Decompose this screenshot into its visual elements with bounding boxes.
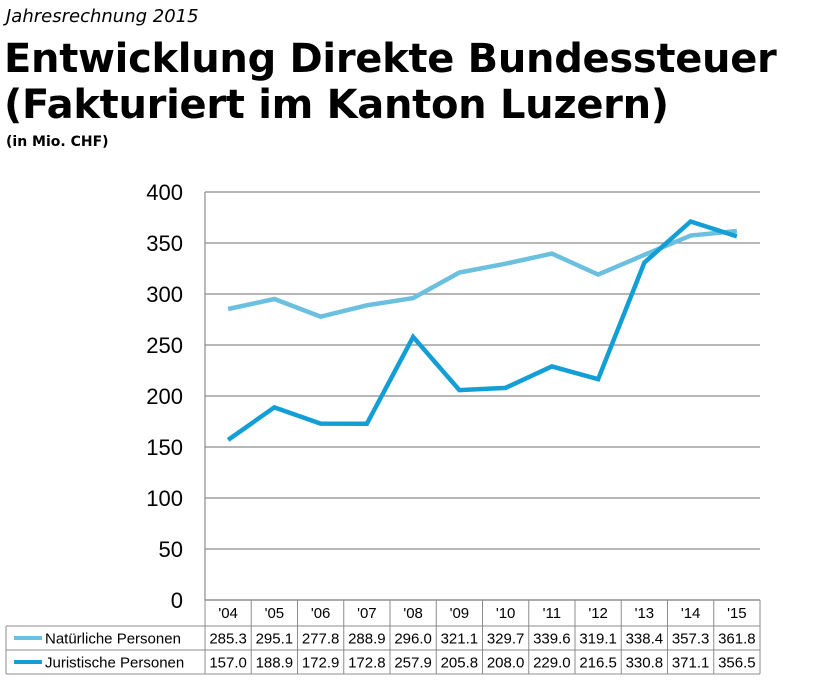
x-category-label: '12	[588, 605, 608, 622]
y-tick-label: 350	[146, 231, 183, 256]
data-label: 277.8	[302, 631, 340, 648]
unit-label: (in Mio. CHF)	[6, 134, 109, 150]
data-label: 329.7	[487, 631, 525, 648]
x-category-label: '09	[450, 605, 470, 622]
x-category-label: '11	[543, 605, 561, 622]
y-tick-label: 300	[146, 282, 183, 307]
x-category-label: '07	[357, 605, 377, 622]
data-label: 295.1	[256, 631, 294, 648]
data-label: 285.3	[209, 631, 247, 648]
data-label: 208.0	[487, 655, 525, 672]
data-label: 157.0	[209, 655, 247, 672]
data-label: 371.1	[672, 655, 710, 672]
data-label: 339.6	[533, 631, 571, 648]
data-label: 205.8	[441, 655, 479, 672]
y-tick-label: 50	[159, 537, 183, 562]
legend-label: Natürliche Personen	[45, 631, 181, 648]
report-kicker: Jahresrechnung 2015	[6, 6, 199, 27]
data-label: 357.3	[672, 631, 710, 648]
data-label: 257.9	[394, 655, 432, 672]
y-tick-label: 200	[146, 384, 183, 409]
data-label: 296.0	[394, 631, 432, 648]
x-category-label: '15	[727, 605, 747, 622]
y-tick-label: 150	[146, 435, 183, 460]
x-category-label: '06	[311, 605, 331, 622]
legend-label: Juristische Personen	[45, 655, 184, 672]
data-label: 321.1	[441, 631, 479, 648]
data-label: 216.5	[579, 655, 617, 672]
x-category-label: '04	[218, 605, 238, 622]
x-category-label: '13	[635, 605, 655, 622]
data-label: 172.8	[348, 655, 386, 672]
data-label: 330.8	[626, 655, 664, 672]
x-category-label: '14	[681, 605, 701, 622]
y-tick-label: 250	[146, 333, 183, 358]
data-label: 319.1	[579, 631, 617, 648]
y-tick-label: 100	[146, 486, 183, 511]
data-label: 288.9	[348, 631, 386, 648]
series-line	[226, 218, 738, 442]
chart-title: Entwicklung Direkte Bundessteuer (Faktur…	[4, 36, 777, 128]
data-label: 356.5	[718, 655, 756, 672]
x-category-label: '05	[265, 605, 285, 622]
chart-title-line-1: Entwicklung Direkte Bundessteuer	[4, 36, 777, 82]
data-label: 172.9	[302, 655, 340, 672]
data-label: 361.8	[718, 631, 756, 648]
data-label: 338.4	[626, 631, 664, 648]
series-line	[227, 228, 738, 319]
data-label: 229.0	[533, 655, 571, 672]
chart-title-line-2: (Fakturiert im Kanton Luzern)	[4, 82, 669, 128]
data-label: 188.9	[256, 655, 294, 672]
y-tick-label: 0	[171, 588, 183, 613]
x-category-label: '10	[496, 605, 516, 622]
x-category-label: '08	[403, 605, 423, 622]
y-tick-label: 400	[146, 180, 183, 205]
